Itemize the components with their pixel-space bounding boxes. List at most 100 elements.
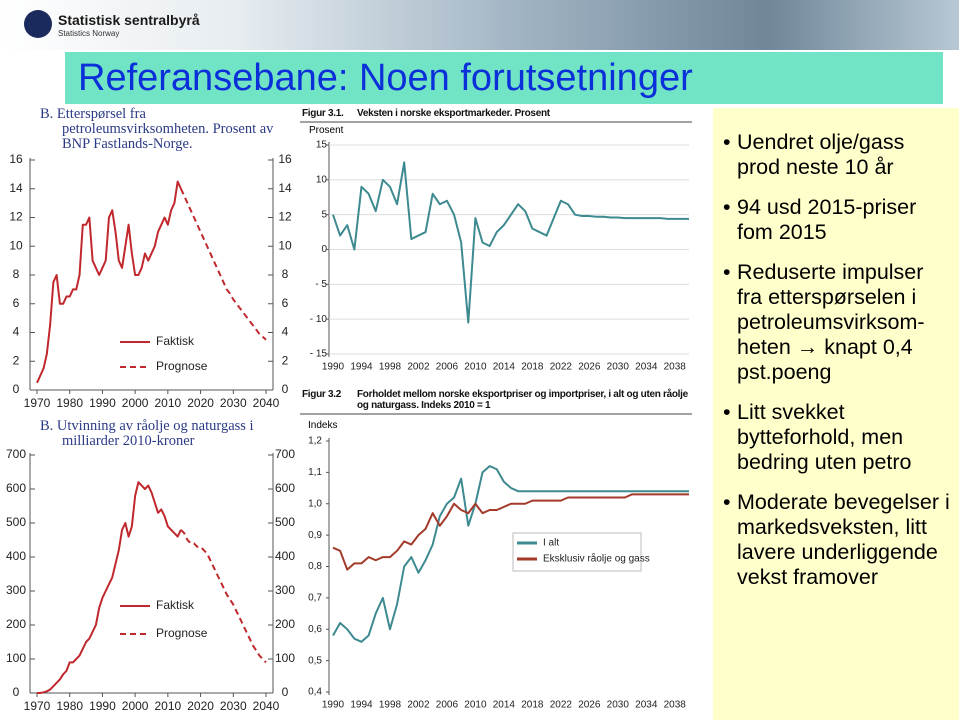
y-tick-label: 100	[275, 651, 295, 665]
y-tick-label: 4	[282, 325, 289, 339]
bullet: 94 usd 2015-priser fom 2015	[723, 195, 951, 245]
x-tick-label: 2010	[464, 700, 487, 711]
x-tick-label: 2038	[664, 700, 687, 711]
y-tick-label: 2	[282, 353, 289, 367]
data-line	[36, 180, 182, 384]
y-tick-label: 200	[6, 617, 26, 631]
x-tick-label: 2034	[635, 362, 658, 373]
y-tick-label: 5	[321, 209, 327, 220]
y-tick-label: 0,5	[308, 655, 322, 666]
y-tick-label: 200	[275, 617, 295, 631]
y-tick-label: 10	[278, 238, 292, 252]
x-tick-label: 2040	[253, 699, 280, 713]
x-tick-label: 2018	[521, 362, 544, 373]
chart-title: B. Utvinning av råolje og naturgass i mi…	[40, 418, 254, 449]
y-tick-label: 1,1	[308, 467, 322, 478]
data-line	[180, 188, 267, 341]
bullet: Uendret olje/gass prod neste 10 år	[723, 130, 951, 180]
y-tick-label: 12	[278, 210, 292, 224]
y-tick-label: 10	[316, 174, 328, 185]
legend-label: Eksklusiv råolje og gass	[543, 553, 650, 565]
y-tick-label: 0	[282, 382, 289, 396]
x-tick-label: 1994	[350, 700, 373, 711]
x-tick-label: 2018	[521, 700, 544, 711]
y-tick-label: 600	[6, 481, 26, 495]
legend-label: Faktisk	[156, 598, 195, 612]
x-tick-label: 2006	[436, 362, 459, 373]
logo-subtitle: Statistics Norway	[58, 29, 120, 38]
x-tick-label: 1994	[350, 362, 373, 373]
x-tick-label: 2000	[122, 396, 149, 410]
y-tick-label: 2	[13, 353, 20, 367]
x-tick-label: 1990	[322, 362, 345, 373]
x-tick-label: 2022	[550, 362, 573, 373]
logo-icon	[24, 10, 52, 38]
y-tick-label: 12	[9, 210, 23, 224]
x-tick-label: 1980	[56, 396, 83, 410]
x-tick-label: 2002	[407, 362, 430, 373]
y-tick-label: 1,0	[308, 498, 322, 509]
x-tick-label: 2010	[155, 396, 182, 410]
bullet: Reduserte impulser fra etterspørselen i …	[723, 260, 951, 385]
x-tick-label: 2010	[464, 362, 487, 373]
data-line	[332, 493, 689, 571]
y-tick-label: 0	[321, 244, 327, 255]
y-tick-label: 8	[282, 267, 289, 281]
data-line	[37, 481, 182, 694]
y-tick-label: 16	[9, 152, 23, 166]
legend-label: Prognose	[156, 359, 208, 373]
chart-title: Veksten i norske eksportmarkeder. Prosen…	[357, 108, 550, 119]
x-tick-label: 1990	[322, 700, 345, 711]
y-tick-label: 0,7	[308, 593, 322, 604]
x-tick-label: 2020	[187, 396, 214, 410]
y-tick-label: 0	[13, 382, 20, 396]
x-tick-label: 2038	[664, 362, 687, 373]
x-tick-label: 2030	[607, 362, 630, 373]
x-tick-label: 2030	[220, 396, 247, 410]
x-tick-label: 2034	[635, 700, 658, 711]
figure-label: Figur 3.1.	[302, 108, 344, 119]
charts: 0 0 2 2 4 4 6 6 8 8 10 10 12 12 14 14 16 16 1970 1980 1990 20…	[6, 121, 692, 713]
y-tick-label: 300	[275, 583, 295, 597]
y-tick-label: - 15	[310, 349, 328, 360]
y-tick-label: 600	[275, 481, 295, 495]
chart-title: B. Etterspørsel fra petroleumsvirksomhet…	[40, 106, 274, 152]
y-tick-label: 700	[275, 447, 295, 461]
x-tick-label: 2014	[493, 700, 516, 711]
banner	[0, 0, 959, 50]
bullet: Moderate bevegelser i markedsveksten, li…	[723, 490, 951, 590]
x-tick-label: 2006	[436, 700, 459, 711]
x-tick-label: 1998	[379, 700, 402, 711]
y-tick-label: 100	[6, 651, 26, 665]
x-tick-label: 2020	[187, 699, 214, 713]
data-line	[332, 161, 689, 324]
x-tick-label: 1970	[24, 396, 51, 410]
x-tick-label: 1998	[379, 362, 402, 373]
y-tick-label: - 5	[315, 279, 327, 290]
y-tick-label: 15	[316, 140, 328, 151]
y-tick-label: 300	[6, 583, 26, 597]
y-tick-label: 0,4	[308, 687, 322, 698]
figure-label: Figur 3.2	[302, 389, 341, 400]
y-tick-label: 0,8	[308, 561, 322, 572]
y-tick-label: 400	[275, 549, 295, 563]
x-tick-label: 1980	[56, 699, 83, 713]
slide-title: Referansebane: Noen forutsetninger	[65, 52, 943, 104]
y-tick-label: 14	[278, 181, 292, 195]
y-axis-label: Prosent	[309, 125, 344, 136]
x-tick-label: 2040	[253, 396, 280, 410]
y-axis-label: Indeks	[308, 420, 338, 431]
x-tick-label: 1970	[24, 699, 51, 713]
bullet: Litt svekket bytteforhold, men bedring u…	[723, 400, 951, 475]
y-tick-label: 8	[13, 267, 20, 281]
x-tick-label: 1990	[89, 699, 116, 713]
x-tick-label: 2002	[407, 700, 430, 711]
y-tick-label: 500	[6, 515, 26, 529]
y-tick-label: 1,2	[308, 436, 322, 447]
y-tick-label: - 10	[310, 314, 328, 325]
y-tick-label: 16	[278, 152, 292, 166]
y-tick-label: 0,9	[308, 530, 322, 541]
legend-label: Prognose	[156, 626, 208, 640]
legend-box	[512, 532, 642, 572]
